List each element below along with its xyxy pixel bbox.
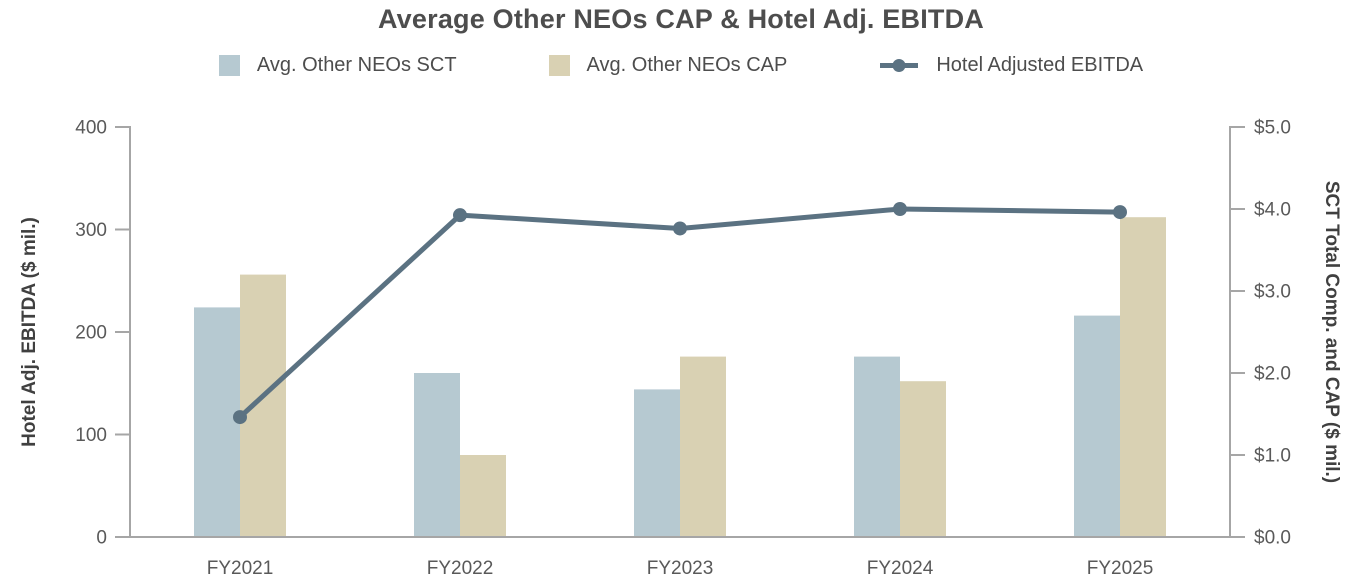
right-axis-tick-label: $3.0 [1254,282,1291,303]
legend-item-ebitda: Hotel Adjusted EBITDA [879,54,1143,77]
legend-label-cap: Avg. Other NEOs CAP [586,54,788,76]
legend-item-cap: Avg. Other NEOs CAP [548,54,788,77]
bar-cap [460,455,506,537]
bar-sct [634,389,680,537]
right-axis-tick-label: $4.0 [1254,200,1291,221]
right-axis-tick-label: $0.0 [1254,528,1291,549]
ebitda-point [673,221,687,236]
left-axis-tick-label: 300 [75,220,107,241]
left-axis-tick-label: 0 [96,528,107,549]
x-axis-category-label: FY2022 [427,558,494,576]
bar-cap [680,356,726,537]
right-axis-tick-label: $5.0 [1254,118,1291,139]
ebitda-point [1113,205,1127,220]
bar-cap [240,274,286,537]
legend-label-ebitda: Hotel Adjusted EBITDA [936,54,1144,76]
left-axis-tick-label: 200 [75,323,107,344]
bar-sct [1074,315,1120,537]
legend-item-sct: Avg. Other NEOs SCT [218,54,457,77]
left-axis-tick-label: 100 [75,425,107,446]
left-axis-tick-label: 400 [75,118,107,139]
x-axis-category-label: FY2023 [647,558,714,576]
x-axis-category-label: FY2021 [207,558,274,576]
bar-cap [1120,217,1166,537]
ebitda-point [233,410,247,425]
line-with-dot-icon [880,59,919,72]
bar-sct [854,356,900,537]
cap-swatch-icon [548,55,570,76]
bar-sct [194,307,240,537]
right-axis-tick-label: $2.0 [1254,364,1291,385]
x-axis-category-label: FY2025 [1087,558,1154,576]
bar-sct [414,373,460,537]
legend-label-sct: Avg. Other NEOs SCT [256,54,457,76]
legend: Avg. Other NEOs SCT Avg. Other NEOs CAP … [0,54,1362,77]
ebitda-point [453,208,467,223]
bar-cap [900,381,946,537]
right-axis-tick-label: $1.0 [1254,446,1291,467]
ebitda-point [893,202,907,216]
chart-title: Average Other NEOs CAP & Hotel Adj. EBIT… [377,4,984,34]
sct-swatch-icon [218,55,240,76]
x-axis-category-label: FY2024 [867,558,934,576]
